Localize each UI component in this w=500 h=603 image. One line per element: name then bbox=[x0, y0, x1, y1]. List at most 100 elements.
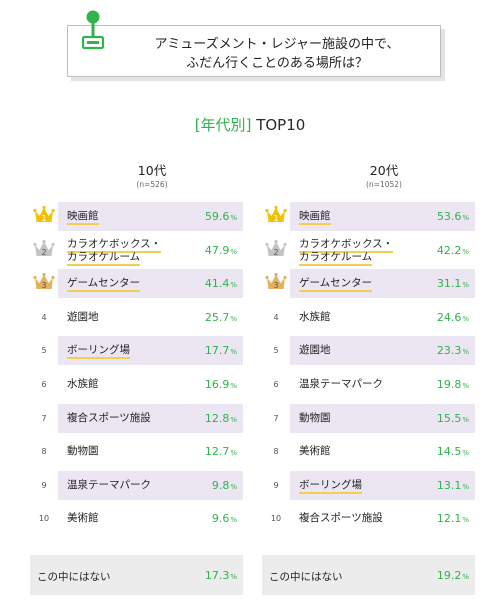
facility-label-line: 遊園地 bbox=[67, 311, 99, 324]
rank-cell: 3 bbox=[262, 269, 290, 298]
facility-label-text: カラオケボックス・ bbox=[67, 237, 162, 253]
rank-number: 9 bbox=[41, 480, 47, 490]
facility-label-text: 映画館 bbox=[299, 210, 331, 225]
percent-sign: % bbox=[230, 281, 237, 290]
facility-label: カラオケボックス・ カラオケルーム bbox=[299, 237, 394, 266]
facility-label: カラオケボックス・ カラオケルーム bbox=[67, 237, 162, 266]
row-shade bbox=[58, 470, 243, 500]
facility-label-line: ボーリング場 bbox=[299, 478, 362, 494]
rank-cell: 6 bbox=[262, 370, 290, 399]
percentage-number: 31.1 bbox=[436, 277, 462, 291]
percentage-number: 19.2 bbox=[436, 569, 462, 582]
table-row: 6 水族館 16.9% bbox=[30, 370, 243, 399]
rank-cell: 10 bbox=[262, 504, 290, 533]
table-row: 8 動物園 12.7% bbox=[30, 437, 243, 466]
facility-label: ボーリング場 bbox=[67, 344, 130, 360]
percent-sign: % bbox=[230, 314, 237, 323]
percentage-number: 42.2 bbox=[436, 243, 462, 257]
rank-cell: 4 bbox=[262, 303, 290, 332]
percentage-value: 53.6% bbox=[437, 210, 469, 223]
percentage-number: 17.3 bbox=[204, 569, 230, 582]
subtitle-bracket-label: 年代別 bbox=[200, 116, 246, 134]
percent-sign: % bbox=[230, 516, 237, 525]
column-header-1: 10代 (n=526) bbox=[47, 160, 257, 189]
facility-label: ボーリング場 bbox=[299, 478, 362, 494]
rank-number: 2 bbox=[273, 247, 279, 257]
facility-label-line: 美術館 bbox=[299, 445, 331, 458]
row-shade bbox=[58, 403, 243, 433]
percentage-number: 12.1 bbox=[436, 512, 462, 526]
rank-cell: 7 bbox=[262, 404, 290, 433]
row-shade bbox=[290, 336, 475, 366]
rank-cell: 5 bbox=[262, 336, 290, 365]
percent-sign: % bbox=[462, 247, 469, 256]
facility-label-line: 複合スポーツ施設 bbox=[299, 512, 383, 525]
none-of-these-label: この中にはない bbox=[269, 571, 343, 583]
percentage-number: 12.8 bbox=[204, 411, 230, 425]
facility-label-line: 動物園 bbox=[299, 412, 331, 425]
facility-label-text: 温泉テーマパーク bbox=[299, 378, 383, 390]
table-row: 4 遊園地 25.7% bbox=[30, 303, 243, 332]
percent-sign: % bbox=[462, 281, 469, 290]
percentage-number: 19.8 bbox=[436, 378, 462, 391]
gold-crown-icon bbox=[33, 205, 55, 222]
facility-label: 水族館 bbox=[67, 378, 99, 391]
table-row: 7 複合スポーツ施設 12.8% bbox=[30, 403, 243, 433]
bronze-crown-icon bbox=[33, 273, 55, 290]
percentage-value: 15.5% bbox=[437, 412, 469, 425]
table-row: 6 温泉テーマパーク 19.8% bbox=[262, 370, 475, 399]
facility-label: 動物園 bbox=[67, 445, 99, 458]
rank-number: 4 bbox=[273, 312, 279, 322]
rank-number: 7 bbox=[273, 413, 279, 423]
facility-label: 映画館 bbox=[299, 210, 331, 225]
percentage-value: 23.3% bbox=[437, 344, 469, 357]
facility-label-text: 遊園地 bbox=[67, 310, 99, 323]
percent-sign: % bbox=[462, 449, 469, 458]
none-of-these-value: 17.3% bbox=[205, 569, 237, 582]
table-row: 5 ボーリング場 17.7% bbox=[30, 336, 243, 366]
row-shade bbox=[58, 202, 243, 231]
rank-cell: 2 bbox=[262, 236, 290, 265]
rank-number: 10 bbox=[38, 514, 50, 524]
facility-label: 遊園地 bbox=[299, 344, 331, 357]
facility-label-line: カラオケボックス・ bbox=[299, 237, 394, 253]
rank-number: 6 bbox=[41, 380, 47, 389]
rank-cell: 8 bbox=[30, 437, 58, 466]
table-row: 10 美術館 9.6% bbox=[30, 504, 243, 533]
facility-label: ゲームセンター bbox=[67, 277, 141, 293]
facility-label-text: 水族館 bbox=[299, 310, 331, 323]
row-shade bbox=[58, 269, 243, 299]
facility-label: 映画館 bbox=[67, 210, 99, 225]
percentage-number: 24.6 bbox=[436, 310, 462, 324]
rank-cell: 1 bbox=[262, 202, 290, 231]
percent-sign: % bbox=[230, 348, 237, 357]
percentage-number: 25.7 bbox=[204, 310, 230, 324]
facility-label-line: 動物園 bbox=[67, 445, 99, 458]
percent-sign: % bbox=[462, 214, 469, 222]
facility-label-line: 水族館 bbox=[299, 311, 331, 324]
rank-number: 6 bbox=[273, 380, 279, 389]
table-row: 4 水族館 24.6% bbox=[262, 303, 475, 332]
percentage-value: 16.9% bbox=[205, 378, 237, 391]
table-row: 1 映画館 59.6% bbox=[30, 202, 243, 231]
facility-label-text: ゲームセンター bbox=[67, 277, 141, 293]
question-title-line2: ふだん行くことのある場所は？ bbox=[186, 56, 368, 71]
facility-label-line: 遊園地 bbox=[299, 344, 331, 357]
table-row: 1 映画館 53.6% bbox=[262, 202, 475, 231]
percentage-value: 17.7% bbox=[205, 344, 237, 357]
table-row: 3 ゲームセンター 41.4% bbox=[30, 269, 243, 299]
percentage-value: 41.4% bbox=[205, 277, 237, 290]
facility-label-line: カラオケボックス・ bbox=[67, 237, 162, 253]
percentage-number: 15.5 bbox=[436, 411, 462, 425]
percentage-number: 9.8 bbox=[211, 478, 230, 492]
table-row: 2 カラオケボックス・ カラオケルーム 42.2% bbox=[262, 236, 475, 266]
row-shade bbox=[290, 202, 475, 231]
facility-label-text: 動物園 bbox=[67, 445, 99, 458]
facility-label-text: 温泉テーマパーク bbox=[67, 478, 151, 491]
question-title: アミューズメント・レジャー施設の中で、 ふだん行くことのある場所は？ bbox=[120, 35, 434, 73]
facility-label-line: ゲームセンター bbox=[299, 277, 373, 293]
percent-sign: % bbox=[462, 382, 469, 390]
percentage-value: 12.8% bbox=[205, 412, 237, 425]
table-row: 2 カラオケボックス・ カラオケルーム 47.9% bbox=[30, 236, 243, 266]
percentage-value: 42.2% bbox=[437, 244, 469, 257]
